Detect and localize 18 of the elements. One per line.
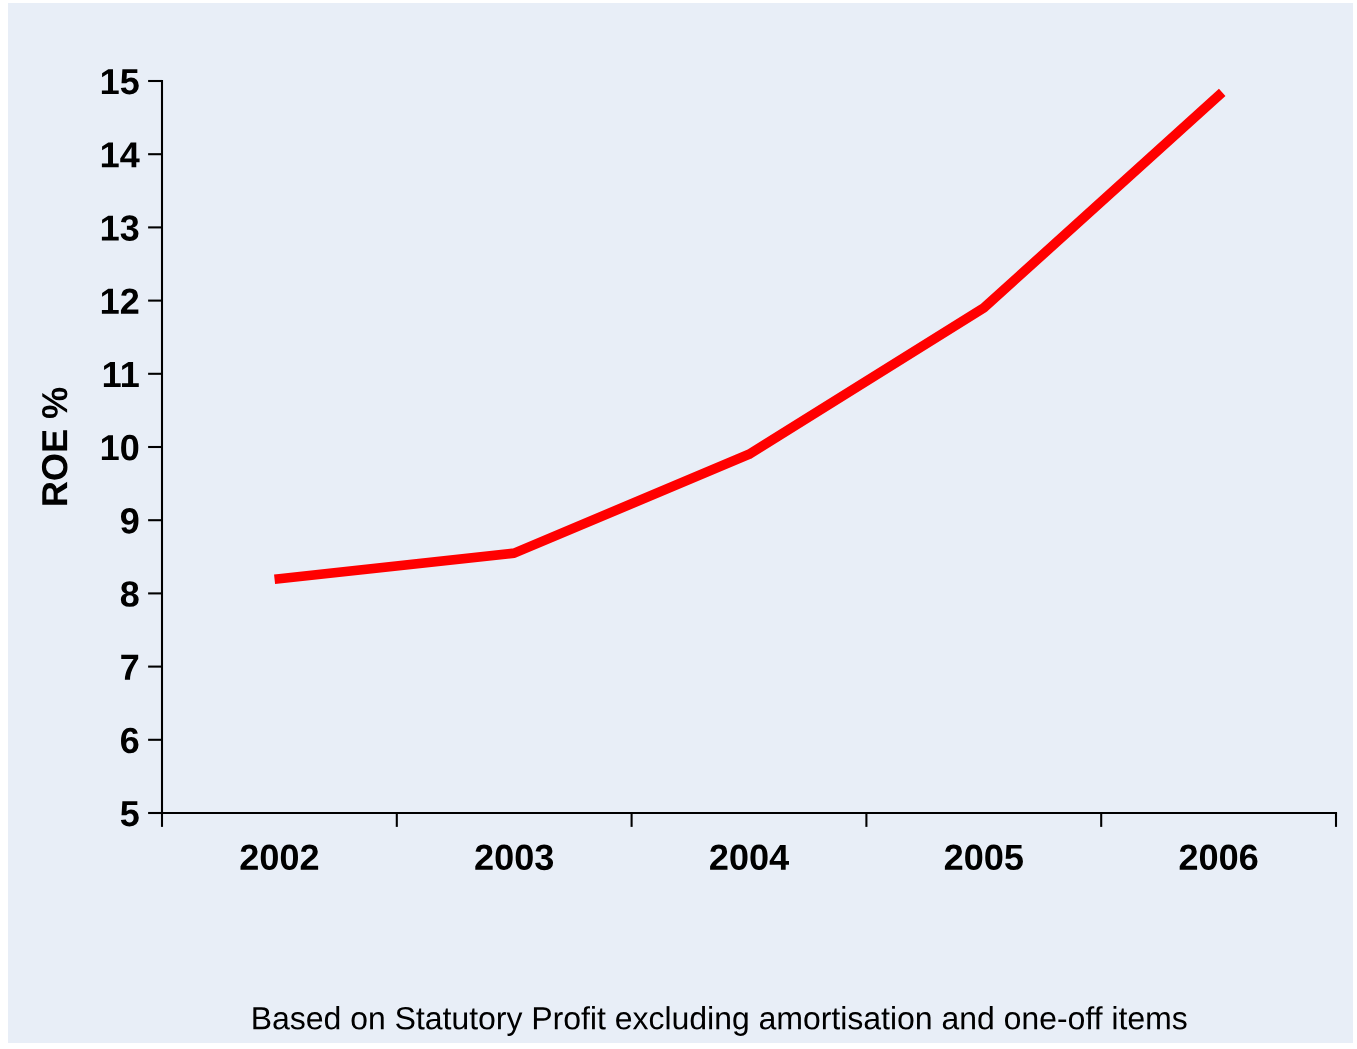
y-tick-label: 9: [120, 508, 139, 534]
y-axis-title: ROE %: [41, 387, 68, 505]
y-tick-label: 13: [101, 215, 139, 241]
y-tick-label: 10: [101, 434, 139, 461]
x-tick-label: 2004: [710, 844, 789, 871]
text: Based on Statutory Profit excluding amortisation and one-off items: [253, 1006, 1187, 1036]
y-tick-label: 7: [121, 654, 139, 680]
x-tick-label: 2006: [1179, 844, 1258, 871]
y-tick-label: 12: [101, 288, 139, 314]
y-tick-label: 6: [121, 727, 139, 754]
y-tick-label: 14: [101, 142, 140, 168]
y-tick-label: 15: [101, 69, 139, 95]
y-tick-label: 8: [120, 581, 139, 607]
y-tick-label: 5: [120, 801, 139, 827]
x-tick-label: 2005: [944, 844, 1023, 871]
x-tick-label: 2003: [475, 844, 554, 871]
y-tick-label: 11: [103, 362, 139, 387]
x-tick-label: 2002: [240, 844, 319, 871]
